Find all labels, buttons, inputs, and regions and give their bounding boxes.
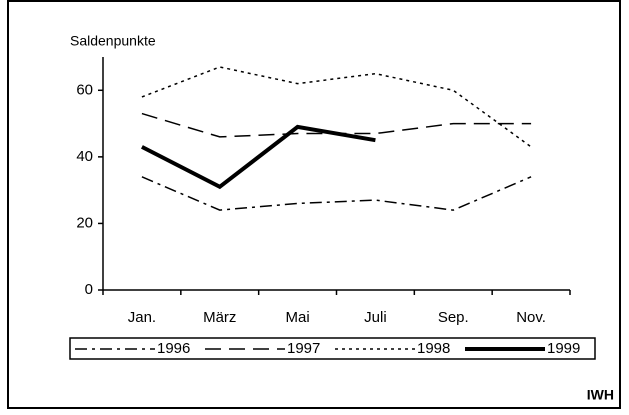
x-tick-label: Mai xyxy=(285,309,309,326)
x-tick-label: Nov. xyxy=(516,309,546,326)
legend-label: 1998 xyxy=(417,340,450,357)
legend-label: 1997 xyxy=(287,340,320,357)
source: IWH xyxy=(587,387,614,403)
legend-label: 1999 xyxy=(547,340,580,357)
frame xyxy=(7,0,621,409)
y-tick-label: 20 xyxy=(76,214,93,231)
x-tick-label: Jan. xyxy=(128,309,156,326)
legend xyxy=(69,337,596,360)
series-line xyxy=(141,66,532,148)
x-tick-label: März xyxy=(203,309,236,326)
y-tick-label: 0 xyxy=(85,281,93,298)
y-tick-label: 60 xyxy=(76,81,93,98)
y-axis-label: Saldenpunkte xyxy=(70,33,156,49)
x-tick-label: Juli xyxy=(364,309,387,326)
x-tick-label: Sep. xyxy=(438,309,469,326)
series-line xyxy=(141,176,532,211)
series-line xyxy=(141,124,376,190)
legend-label: 1996 xyxy=(157,340,190,357)
y-tick-label: 40 xyxy=(76,148,93,165)
